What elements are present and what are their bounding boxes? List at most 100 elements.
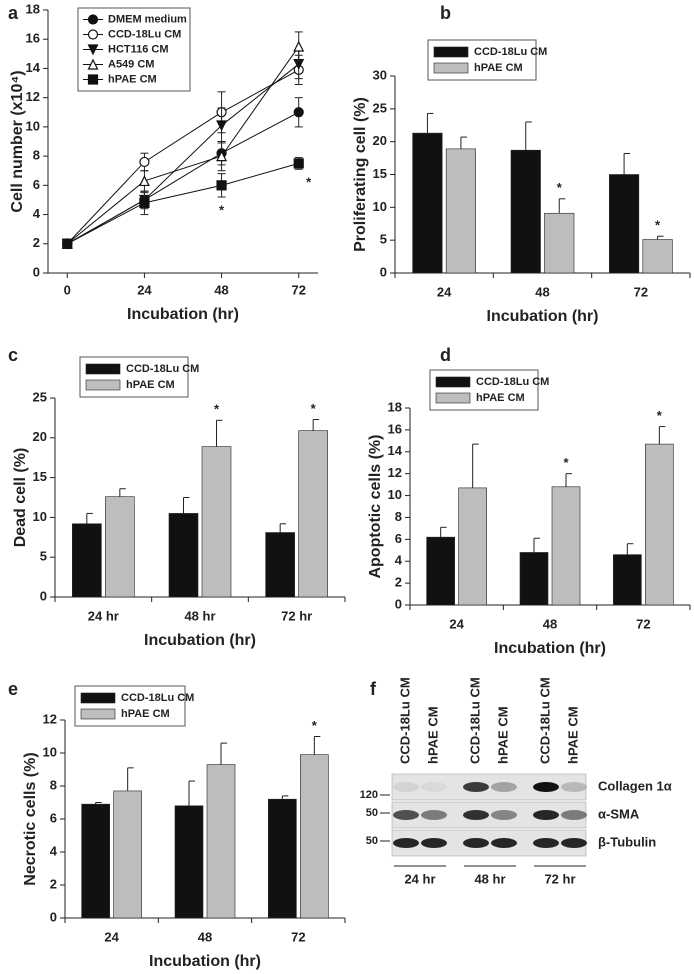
bar [458, 487, 487, 606]
chart-panel: c 0 5 10 15 20 25 Incubation (hr) Dead cell (%) C… [8, 345, 346, 649]
lane-label: CCD-18Lu CM [537, 677, 552, 764]
blot-band [561, 810, 587, 820]
y-tick-label: 16 [388, 421, 402, 436]
bar [551, 486, 581, 606]
row-label: Collagen 1α [598, 778, 672, 793]
y-tick-label: 10 [33, 509, 47, 524]
bar [412, 132, 443, 274]
legend-label: HCT116 CM [108, 43, 169, 55]
blot-band [393, 838, 419, 848]
error-bar [440, 526, 447, 538]
blot-band [393, 810, 419, 820]
legend-label: CCD-18Lu CM [474, 46, 547, 58]
time-label: 72 hr [544, 871, 575, 886]
blot-band [491, 838, 517, 848]
legend-box [79, 356, 189, 398]
y-tick-label: 12 [388, 465, 402, 480]
y-tick-label: 16 [26, 31, 40, 46]
time-label: 48 hr [474, 871, 505, 886]
error-bar [95, 802, 102, 805]
y-tick-label: 0 [40, 588, 47, 603]
x-tick-label: 48 [198, 929, 212, 944]
legend-box [429, 369, 539, 411]
y-tick-label: 20 [373, 133, 387, 148]
error-bar [281, 795, 289, 800]
bar [174, 805, 204, 919]
x-axis-label: Incubation (hr) [149, 953, 261, 970]
error-bar [460, 136, 467, 149]
blot-band [533, 810, 559, 820]
bar [519, 552, 549, 606]
x-axis-label: Incubation (hr) [144, 632, 256, 649]
x-tick-label: 24 [449, 616, 464, 631]
legend-box [427, 39, 537, 81]
error-bar [533, 537, 540, 553]
x-tick-label: 72 hr [281, 608, 312, 623]
lane-label: hPAE CM [425, 706, 440, 764]
legend-label: hPAE CM [121, 708, 170, 720]
x-tick-label: 48 [543, 616, 557, 631]
bar [510, 149, 541, 274]
bar [265, 532, 295, 598]
time-label: 24 hr [404, 871, 435, 886]
legend-swatch [80, 708, 116, 720]
error-bar [313, 736, 321, 755]
panel-letter: b [440, 3, 451, 23]
bar [105, 496, 135, 598]
series-line [67, 162, 299, 245]
bar [298, 430, 328, 598]
data-point [216, 150, 228, 162]
blot-band [463, 782, 489, 792]
y-tick-label: 2 [50, 876, 57, 891]
y-tick-label: 14 [26, 60, 41, 75]
data-point [293, 40, 305, 52]
x-axis-label: Incubation (hr) [494, 640, 606, 657]
data-point [216, 180, 227, 191]
legend-swatch [433, 46, 469, 58]
blot-band [421, 782, 447, 792]
bar [645, 443, 674, 606]
legend-swatch [433, 62, 469, 74]
blot-band [421, 838, 447, 848]
error-bar [623, 152, 631, 175]
panel-letter: f [370, 679, 377, 699]
legend-box [74, 685, 186, 727]
y-tick-label: 8 [395, 509, 402, 524]
blot-band [463, 838, 489, 848]
series-line [67, 63, 300, 245]
y-tick-label: 6 [395, 531, 402, 546]
bar [300, 754, 329, 919]
y-tick-label: 15 [33, 469, 47, 484]
bar [72, 523, 102, 598]
bar [544, 212, 575, 274]
legend-swatch [85, 363, 121, 375]
error-bar [525, 121, 532, 151]
legend-marker [87, 44, 99, 56]
significance-mark: * [214, 402, 220, 417]
y-axis-label: Dead cell (%) [12, 448, 29, 548]
panel-letter: d [440, 345, 451, 365]
y-tick-label: 12 [43, 711, 57, 726]
y-tick-label: 14 [388, 443, 403, 458]
legend-label: CCD-18Lu CM [108, 28, 181, 40]
error-bar [183, 497, 190, 514]
error-bar [127, 767, 134, 791]
x-tick-label: 24 hr [88, 608, 119, 623]
y-tick-label: 8 [33, 148, 40, 163]
blot-panel: f CCD-18Lu CM hPAE CM CCD-18Lu CM hPAE CM CCD… [360, 677, 672, 886]
bar [642, 239, 673, 274]
bar [268, 798, 297, 919]
legend-swatch [435, 392, 471, 404]
y-tick-label: 0 [50, 909, 57, 924]
y-tick-label: 6 [50, 810, 57, 825]
bar [113, 790, 142, 919]
bar [609, 174, 640, 274]
legend-marker [87, 29, 99, 40]
error-bar [657, 235, 664, 240]
y-tick-label: 18 [388, 399, 402, 414]
error-bar [472, 443, 479, 488]
y-tick-label: 10 [43, 744, 57, 759]
data-point [139, 197, 150, 208]
